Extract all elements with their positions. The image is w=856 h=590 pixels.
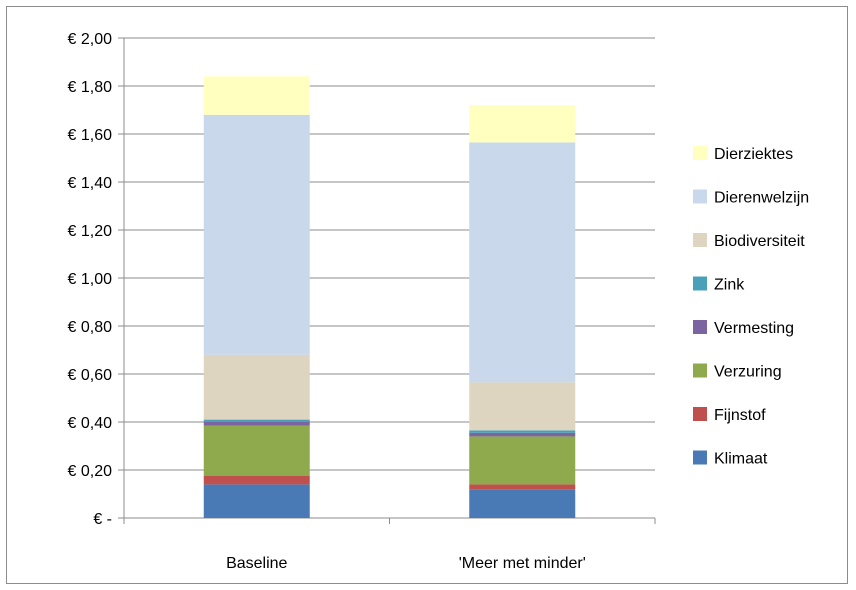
legend-label: Vermesting: [714, 320, 794, 337]
legend-label: Fijnstof: [714, 407, 766, 424]
bar-segment-dierenwelzijn: [203, 114, 310, 355]
bar-segment-vermesting: [469, 432, 576, 437]
y-tick-label: € 2,00: [68, 31, 113, 48]
bar-segment-dierenwelzijn: [469, 142, 576, 383]
y-tick-label: € 1,40: [68, 175, 113, 192]
bar-segment-zink: [469, 430, 576, 433]
y-tick-label: € 1,20: [68, 223, 113, 240]
y-tick-label: € 0,40: [68, 415, 113, 432]
bar-segment-zink: [203, 419, 310, 422]
legend-label: Dierziektes: [714, 146, 793, 163]
x-category-label: 'Meer met minder': [459, 555, 586, 572]
legend-swatch: [693, 450, 707, 465]
legend-label: Dierenwelzijn: [714, 190, 809, 207]
y-tick-label: € 0,60: [68, 367, 113, 384]
legend-label: Klimaat: [714, 451, 768, 468]
legend-swatch: [693, 233, 707, 247]
bar-segment-verzuring: [203, 425, 310, 476]
bar-segment-dierziektes: [469, 105, 576, 143]
bar-segment-biodiversiteit: [203, 354, 310, 420]
legend-label: Biodiversiteit: [714, 233, 805, 250]
bar-segment-vermesting: [203, 422, 310, 426]
y-tick-label: € 1,00: [68, 271, 113, 288]
bar-segment-dierziektes: [203, 76, 310, 115]
bar-segment-klimaat: [469, 489, 576, 518]
bar-segment-fijnstof: [203, 476, 310, 485]
bar-segment-biodiversiteit: [469, 382, 576, 431]
y-tick-label: € 0,80: [68, 319, 113, 336]
y-tick-label: € 1,80: [68, 79, 113, 96]
legend-swatch: [693, 189, 707, 204]
legend-swatch: [693, 320, 707, 334]
chart-frame: [6, 6, 848, 584]
legend-swatch: [693, 276, 707, 291]
bar-segment-klimaat: [203, 484, 310, 518]
y-tick-label: € -: [93, 511, 112, 528]
legend-label: Zink: [714, 277, 745, 294]
legend-swatch: [693, 407, 707, 421]
x-category-label: Baseline: [226, 555, 287, 572]
y-tick-label: € 1,60: [68, 127, 113, 144]
y-tick-label: € 0,20: [68, 463, 113, 480]
legend-label: Verzuring: [714, 364, 782, 381]
bar-segment-verzuring: [469, 436, 576, 485]
legend-swatch: [693, 363, 707, 378]
bar-segment-fijnstof: [469, 484, 576, 490]
legend-swatch: [693, 146, 707, 160]
